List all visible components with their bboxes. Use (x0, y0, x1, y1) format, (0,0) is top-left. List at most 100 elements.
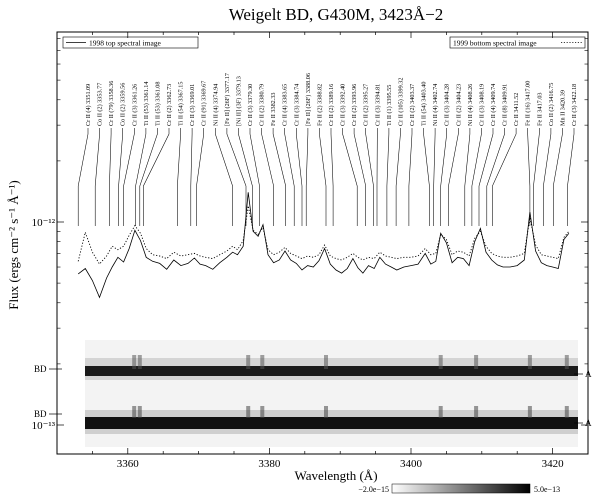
line-id-label: Cr II (3) 3408.19 (478, 84, 485, 126)
x-axis-label: Wavelength (Å) (294, 468, 377, 483)
legend-right: 1999 bottom spectral image (449, 36, 586, 49)
line-id-label: Co II (2) 3359.56 (120, 83, 127, 126)
colorbar: −2.0e−15 5.0e−13 (358, 483, 560, 494)
line-id-connector (478, 128, 494, 226)
strip-feature-top (132, 355, 137, 369)
line-id-connector (305, 128, 309, 226)
line-id-label: Cr II (3) 3361.26 (131, 84, 138, 126)
line-id-label: Cr II (91) 3369.67 (201, 81, 208, 126)
line-id-label: Cr II (3) 3404.28 (444, 84, 451, 126)
legend-right-label: 1999 bottom spectral image (453, 39, 537, 48)
series-line-2 (77, 205, 570, 265)
colorbar-gradient (391, 483, 531, 494)
line-id-connector (135, 128, 147, 226)
strip-feature-top (137, 355, 142, 369)
line-id-connector (118, 128, 123, 226)
line-id-label: Cr II (2) 3380.79 (259, 84, 266, 126)
line-id-connector (284, 128, 295, 226)
line-id-label: Cr II (105) 3399.32 (397, 78, 404, 126)
line-id-connector (319, 128, 327, 226)
line-id-connector (249, 128, 260, 226)
top-strip-core (85, 366, 578, 376)
line-id-connector (94, 128, 100, 226)
x-tick-label: 3380 (258, 458, 281, 470)
strip-feature-top (438, 355, 443, 369)
line-id-connector (471, 128, 482, 226)
line-id-label: Cr II (2) 3389.16 (328, 84, 335, 126)
line-id-label: Cr II (2) 3395.27 (363, 84, 370, 126)
legend-left: 1998 top spectral image (62, 36, 199, 49)
line-id-connector (567, 128, 575, 226)
line-id-label: Cr II (2) 3362.73 (166, 84, 173, 126)
line-id-connector (533, 128, 540, 226)
line-id-connector (139, 128, 158, 226)
strip-emission-features (132, 355, 569, 418)
line-id-connector (190, 128, 193, 226)
line-id-connector (215, 128, 233, 226)
line-id-connector (395, 128, 401, 226)
line-id-label: Ni II (4) 3374.94 (212, 84, 219, 126)
line-id-label: Ti II (54) 3403.40 (421, 82, 428, 126)
line-id-label: Fe II 3382.33 (270, 92, 277, 126)
line-id-connector (448, 128, 459, 226)
strip-feature-top (260, 355, 265, 369)
bottom-strip-core (85, 417, 578, 429)
line-id-label: Cr II (2) 3403.37 (409, 84, 416, 126)
line-id-label: [Fe II] (26F) 3388.06 (305, 73, 312, 126)
line-id-connector (365, 128, 374, 226)
line-id-connector (143, 128, 170, 226)
strip-feature-top (246, 355, 251, 369)
strip-feature-bottom (132, 406, 137, 418)
line-id-connector (408, 128, 413, 226)
line-id-connector (492, 128, 517, 226)
line-id-label: Cr II (2) 3393.96 (351, 84, 358, 126)
line-id-connector (527, 128, 531, 226)
strip-feature-bottom (324, 406, 328, 418)
legend-left-label: 1998 top spectral image (89, 39, 162, 48)
image-label-bd-bottom: BD (34, 409, 47, 419)
line-id-connector (423, 128, 430, 226)
line-id-label: Cr II (3) 3369.01 (189, 84, 196, 126)
strip-feature-top (324, 355, 328, 369)
strip-feature-top (527, 355, 532, 369)
line-id-connector (261, 128, 274, 226)
strip-feature-bottom (137, 406, 142, 418)
legend-left-box (62, 36, 199, 49)
line-id-connector (342, 128, 358, 226)
line-id-connector (272, 128, 286, 226)
x-tick-label: 3420 (542, 458, 565, 470)
line-id-label: Ti II (53) 3361.14 (143, 82, 150, 126)
colorbar-max-label: 5.0e−13 (534, 485, 560, 494)
line-id-label: Cr II (4) 3409.74 (490, 84, 497, 126)
line-id-label: Cr II (79) 3358.36 (108, 81, 115, 126)
strip-feature-bottom (246, 406, 251, 418)
line-id-label: Cr II (4) 3351.09 (85, 84, 92, 126)
line-id-label: Ti II (53) 3361.08 (154, 82, 161, 126)
line-id-label: Cr II (8) 3409.91 (502, 84, 509, 126)
strip-feature-bottom (527, 406, 532, 418)
line-id-connector (296, 128, 303, 226)
line-id-connector (553, 128, 563, 226)
line-id-label: Ni II (4) 3402.74 (432, 84, 439, 126)
line-id-label: Cr II (3) 3384.74 (293, 84, 300, 126)
line-id-connector (109, 128, 112, 226)
line-id-connector (177, 128, 181, 226)
strip-feature-bottom (260, 406, 265, 418)
line-id-label: Cr II (3) 3394.81 (374, 84, 381, 126)
line-id-label: Mn II 3420.39 (559, 90, 566, 126)
colorbar-min-label: −2.0e−15 (358, 485, 389, 494)
line-id-label: Cr II (4) 3383.65 (282, 84, 289, 126)
line-id-label: Fe II 3417.03 (536, 92, 543, 126)
line-id-label: Ti II (1) 3395.55 (386, 85, 393, 126)
y-tick-label-1e-13: 10⁻¹³ (32, 420, 56, 432)
line-id-label: [Fe II] (26F) 3377.17 (224, 73, 231, 126)
line-id-connector (226, 128, 247, 226)
strip-feature-top (564, 355, 569, 369)
spectral-image-strips (85, 340, 578, 447)
line-id-connector (238, 128, 253, 226)
x-tick-label: 3360 (117, 458, 140, 470)
line-id-label: Fe II (16) 3417.00 (525, 81, 532, 126)
line-id-label: Ni II (4) 3408.26 (467, 84, 474, 126)
image-label-a-bottom: A (585, 418, 592, 428)
